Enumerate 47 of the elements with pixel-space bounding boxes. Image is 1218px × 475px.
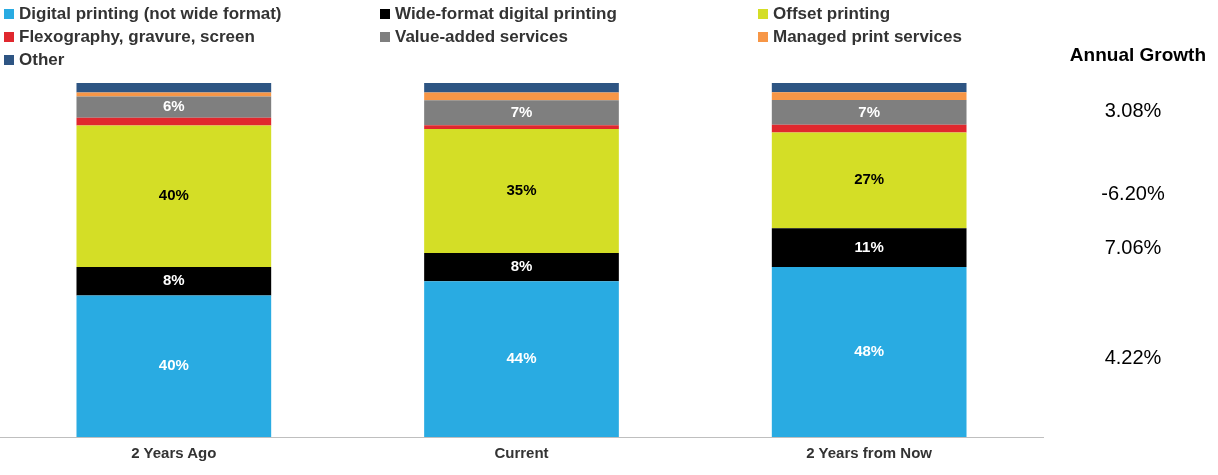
x-tick-label: Current bbox=[494, 444, 549, 462]
bar bbox=[424, 83, 619, 93]
data-label: 40% bbox=[158, 356, 189, 374]
bar bbox=[424, 92, 619, 101]
data-label: 7% bbox=[510, 102, 533, 120]
x-tick-label: 2 Years from Now bbox=[806, 444, 933, 462]
text: 7.06% bbox=[1104, 235, 1162, 259]
data-label: 7% bbox=[858, 102, 881, 120]
bar bbox=[76, 125, 272, 268]
bar bbox=[76, 267, 272, 296]
bar bbox=[424, 252, 619, 282]
bar bbox=[424, 129, 619, 253]
legend-label: Offset printing bbox=[773, 4, 891, 24]
data-label: 44% bbox=[506, 349, 537, 367]
legend-label: Managed print services bbox=[773, 27, 962, 47]
data-label: 35% bbox=[506, 181, 537, 199]
bar bbox=[771, 132, 967, 229]
bar bbox=[424, 100, 619, 126]
data-label: 48% bbox=[854, 342, 885, 360]
bar bbox=[771, 92, 967, 100]
legend-label: Value-added services bbox=[395, 27, 568, 47]
data-label: 6% bbox=[162, 97, 185, 115]
bar bbox=[76, 117, 272, 126]
text: 4.22% bbox=[1104, 345, 1162, 369]
bar bbox=[76, 83, 272, 93]
data-label: 11% bbox=[854, 237, 884, 255]
bar bbox=[771, 267, 967, 437]
bar bbox=[76, 96, 272, 118]
bar bbox=[424, 125, 619, 130]
legend-label: Digital printing (not wide format) bbox=[19, 4, 282, 24]
x-tick-label: 2 Years Ago bbox=[131, 444, 217, 462]
legend-label: Other bbox=[19, 50, 65, 70]
data-label: 8% bbox=[510, 257, 533, 275]
bar bbox=[771, 83, 967, 93]
bar bbox=[771, 124, 967, 133]
bar bbox=[76, 295, 272, 437]
legend-label: Flexography, gravure, screen bbox=[19, 27, 255, 47]
text: Annual Growth bbox=[1069, 44, 1206, 66]
bar bbox=[771, 228, 967, 268]
bar bbox=[771, 99, 967, 125]
data-label: 27% bbox=[854, 170, 885, 188]
legend-label: Wide-format digital printing bbox=[395, 4, 617, 24]
bar bbox=[424, 281, 619, 437]
text: -6.20% bbox=[1101, 181, 1165, 205]
data-label: 40% bbox=[158, 186, 189, 204]
text: 3.08% bbox=[1104, 98, 1162, 122]
data-label: 8% bbox=[162, 271, 185, 289]
